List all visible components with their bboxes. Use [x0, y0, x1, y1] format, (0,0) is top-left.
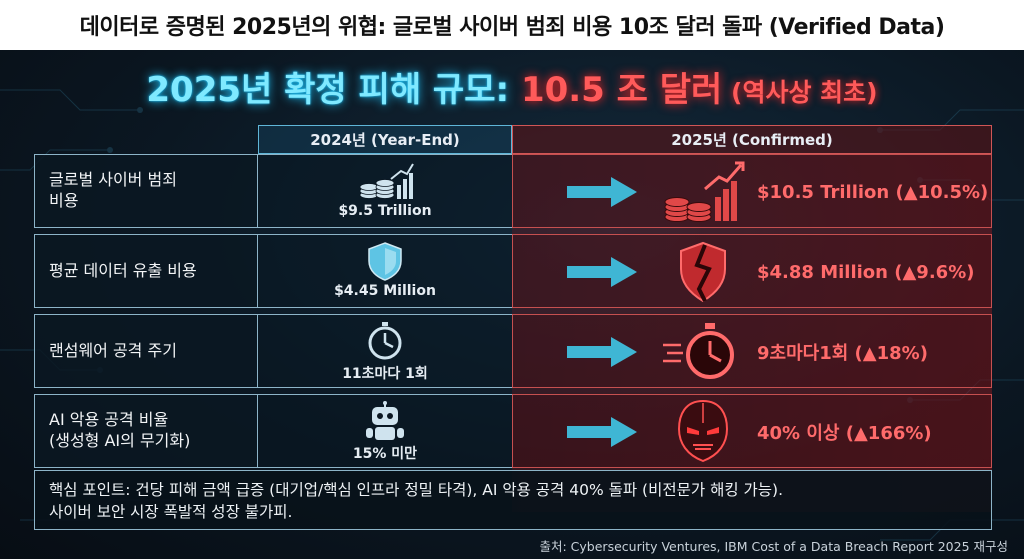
robot-icon [366, 401, 404, 440]
value-2024: 11초마다 1회 [342, 366, 428, 382]
row-label: AI 악용 공격 비율 (생성형 AI의 무기화) [34, 394, 258, 468]
row-ransomware-frequency: 랜섬웨어 공격 주기 11초마다 1회 9초마다1회 (▲18%) [34, 314, 992, 388]
headline-value: 10.5 조 달러 [520, 70, 723, 110]
column-header-2025: 2025년 (Confirmed) [512, 125, 992, 154]
value-2025-cell: $4.88 Million (▲9.6%) [512, 234, 992, 308]
infographic-panel: 2025년 확정 피해 규모: 10.5 조 달러 (역사상 최초) 2024년… [0, 50, 1024, 559]
value-2024: 15% 미만 [352, 446, 418, 462]
row-label-line1: AI 악용 공격 비율 [49, 410, 169, 430]
arrow-right-icon [567, 257, 637, 287]
row-ai-attack-ratio: AI 악용 공격 비율 (생성형 AI의 무기화) 15% 미만 [34, 394, 992, 468]
shield-icon [368, 242, 402, 281]
row-data-breach-cost: 평균 데이터 유출 비용 $4.45 Million $4.88 Million… [34, 234, 992, 308]
headline-note: (역사상 최초) [722, 78, 878, 107]
row-label: 평균 데이터 유출 비용 [34, 234, 258, 308]
value-2024-cell: 15% 미만 [258, 394, 512, 468]
row-cybercrime-cost: 글로벌 사이버 범죄 비용 $9.5 Trillion [34, 154, 992, 228]
value-2025: 40% 이상 (▲166%) [757, 423, 932, 444]
value-2024-cell: 11초마다 1회 [258, 314, 512, 388]
row-label-line1: 랜섬웨어 공격 주기 [49, 340, 177, 360]
value-2025: 9초마다1회 (▲18%) [757, 343, 928, 364]
row-label: 글로벌 사이버 범죄 비용 [34, 154, 258, 228]
column-header-2024: 2024년 (Year-End) [258, 125, 512, 154]
arrow-right-icon [567, 337, 637, 367]
headline: 2025년 확정 피해 규모: 10.5 조 달러 (역사상 최초) [0, 62, 1024, 111]
confirmed-zone [512, 154, 992, 512]
coin-chart-icon [359, 163, 414, 199]
source-note: 출처: Cybersecurity Ventures, IBM Cost of … [539, 539, 1009, 554]
title-bar: 데이터로 증명된 2025년의 위협: 글로벌 사이버 범죄 비용 10조 달러… [0, 0, 1024, 50]
row-label-line1: 글로벌 사이버 범죄 [49, 170, 177, 190]
value-2025-cell: 40% 이상 (▲166%) [512, 394, 992, 468]
cyborg-icon [677, 399, 729, 463]
value-2024: $9.5 Trillion [338, 203, 432, 219]
row-label-line2: 비용 [49, 191, 79, 210]
page-title: 데이터로 증명된 2025년의 위협: 글로벌 사이버 범죄 비용 10조 달러… [79, 15, 945, 40]
key-point-line1: 핵심 포인트: 건당 피해 금액 급증 (대기업/핵심 인프라 정밀 타격), … [49, 481, 784, 499]
stopwatch-icon [368, 322, 402, 360]
stopwatch-icon [663, 323, 734, 379]
value-2025: $4.88 Million (▲9.6%) [757, 261, 975, 283]
key-point-line2: 사이버 보안 시장 폭발적 성장 불가피. [49, 503, 293, 522]
broken-shield-icon [680, 241, 726, 303]
value-2025: $10.5 Trillion (▲10.5%) [757, 181, 989, 203]
headline-main: 2025년 확정 피해 규모: [146, 70, 521, 110]
value-2024: $4.45 Million [334, 283, 436, 299]
row-label-line2: (생성형 AI의 무기화) [49, 431, 191, 450]
row-label-line1: 평균 데이터 유출 비용 [49, 260, 197, 280]
arrow-right-icon [567, 177, 637, 207]
value-2025-cell: $10.5 Trillion (▲10.5%) [512, 154, 992, 228]
arrow-right-icon [567, 417, 637, 447]
key-point-box: 핵심 포인트: 건당 피해 금액 급증 (대기업/핵심 인프라 정밀 타격), … [34, 470, 992, 530]
coin-chart-icon [664, 161, 745, 222]
row-label: 랜섬웨어 공격 주기 [34, 314, 258, 388]
value-2024-cell: $9.5 Trillion [258, 154, 512, 228]
value-2024-cell: $4.45 Million [258, 234, 512, 308]
value-2025-cell: 9초마다1회 (▲18%) [512, 314, 992, 388]
